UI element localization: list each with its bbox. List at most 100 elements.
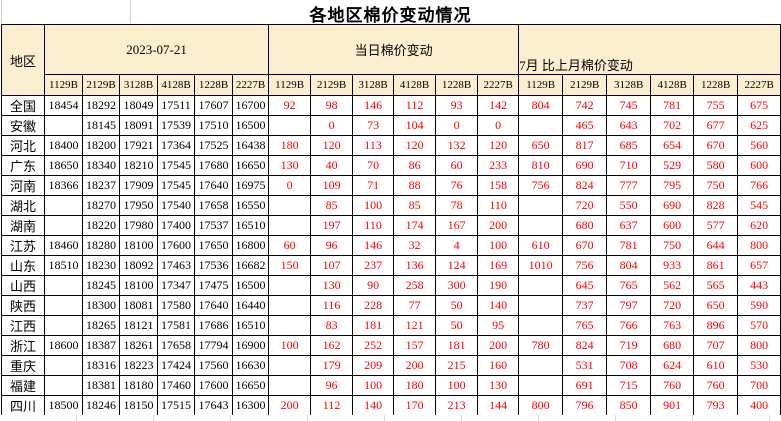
region-cell: 江苏: [1, 235, 45, 256]
monthly-change-cell: 690: [650, 195, 695, 216]
region-cell: 山西: [1, 275, 45, 296]
daily-change-cell: 130: [268, 155, 312, 176]
daily-change-cell: [268, 315, 312, 336]
daily-change-cell: 85: [393, 195, 437, 216]
monthly-change-cell: [518, 295, 564, 316]
table-body: 全国 18454 18292 18049 17511 17607 16700 92 98 146 1…: [1, 95, 781, 421]
monthly-change-cell: 824: [562, 175, 608, 196]
daily-change-cell: 215: [435, 355, 479, 376]
daily-change-cell: 160: [477, 355, 520, 376]
monthly-change-cell: 742: [562, 95, 608, 116]
monthly-change-cell: 443: [737, 275, 781, 296]
grade-header: 2227B: [737, 74, 781, 96]
monthly-change-cell: 610: [518, 235, 564, 256]
price-cell: 17539: [157, 115, 195, 136]
daily-change-cell: 300: [435, 275, 479, 296]
monthly-change-cell: 645: [562, 275, 608, 296]
monthly-change-cell: 680: [562, 215, 608, 236]
monthly-change-cell: 810: [518, 155, 564, 176]
monthly-change-cell: 766: [606, 315, 652, 336]
daily-change-cell: 140: [352, 395, 395, 416]
price-cell: 16800: [231, 235, 270, 256]
daily-change-cell: 109: [310, 175, 354, 196]
daily-change-cell: 130: [477, 375, 520, 396]
monthly-change-cell: 590: [737, 295, 781, 316]
grade-header: 1129B: [268, 74, 312, 96]
daily-change-cell: 70: [352, 155, 395, 176]
daily-change-cell: 180: [268, 135, 312, 156]
price-cell: [44, 295, 83, 316]
group-header-daily-change: 当日棉价变动: [268, 24, 520, 75]
monthly-change-cell: 933: [650, 255, 695, 276]
price-cell: 17643: [194, 395, 233, 416]
daily-change-cell: 158: [477, 175, 520, 196]
price-cell: 17686: [194, 315, 233, 336]
table-row: 陕西 18300 18081 17580 17640 16440 116 228 77 50 140…: [1, 295, 781, 316]
price-cell: 17545: [157, 155, 195, 176]
daily-change-cell: 132: [435, 135, 479, 156]
daily-change-cell: 100: [352, 375, 395, 396]
table-row: 广东 18650 18340 18210 17545 17680 16650 130 40 70 8…: [1, 155, 781, 176]
monthly-change-cell: 755: [693, 95, 739, 116]
price-cell: 17658: [194, 195, 233, 216]
monthly-change-cell: 580: [693, 155, 739, 176]
price-cell: 16682: [231, 255, 270, 276]
daily-change-cell: 98: [310, 95, 354, 116]
monthly-change-cell: 707: [693, 335, 739, 356]
monthly-change-cell: [518, 355, 564, 376]
grade-header: 3128B: [606, 74, 652, 96]
excel-gridline: [1, 0, 2, 23]
group-header-monthly-change: 7月 比上月棉价变动: [518, 24, 781, 75]
price-cell: 17536: [194, 255, 233, 276]
daily-change-cell: 142: [477, 95, 520, 116]
daily-change-cell: 258: [393, 275, 437, 296]
price-cell: 17650: [194, 235, 233, 256]
monthly-change-cell: 777: [606, 175, 652, 196]
daily-change-cell: 100: [477, 235, 520, 256]
daily-change-cell: 252: [352, 335, 395, 356]
daily-change-cell: 100: [352, 195, 395, 216]
monthly-change-cell: 702: [650, 115, 695, 136]
grade-header: 2227B: [477, 74, 520, 96]
daily-change-cell: 120: [393, 135, 437, 156]
region-cell: 湖北: [1, 195, 45, 216]
region-cell: 山东: [1, 255, 45, 276]
grade-header-row: 1129B 2129B 3128B 4128B 1228B 2227B 1129B 2129B…: [2, 74, 781, 96]
grade-header: 2129B: [310, 74, 354, 96]
price-cell: 17581: [157, 315, 195, 336]
daily-change-cell: 180: [393, 375, 437, 396]
monthly-change-cell: 817: [562, 135, 608, 156]
monthly-change-cell: 720: [562, 195, 608, 216]
daily-change-cell: [268, 215, 312, 236]
monthly-change-cell: [518, 195, 564, 216]
monthly-change-cell: 804: [518, 95, 564, 116]
price-cell: 17545: [157, 175, 195, 196]
monthly-change-cell: 737: [562, 295, 608, 316]
price-cell: 16900: [231, 335, 270, 356]
monthly-change-cell: 610: [693, 355, 739, 376]
daily-change-cell: 124: [435, 255, 479, 276]
region-cell: 湖南: [1, 215, 45, 236]
daily-change-cell: 146: [352, 95, 395, 116]
monthly-change-cell: 657: [737, 255, 781, 276]
price-cell: 17424: [157, 355, 195, 376]
daily-change-cell: 197: [310, 215, 354, 236]
region-column-header: 地区: [1, 24, 45, 96]
daily-change-cell: [268, 195, 312, 216]
price-cell: 17909: [119, 175, 158, 196]
price-cell: 17921: [119, 135, 158, 156]
price-cell: 17640: [194, 175, 233, 196]
daily-change-cell: 60: [268, 235, 312, 256]
daily-change-cell: 200: [268, 395, 312, 416]
price-cell: 18210: [119, 155, 158, 176]
price-cell: 17463: [157, 255, 195, 276]
monthly-change-cell: 710: [606, 155, 652, 176]
cotton-price-table: 地区 2023-07-21 当日棉价变动 7月 比上月棉价变动 1129B 212…: [1, 24, 781, 421]
region-cell: 广东: [1, 155, 45, 176]
monthly-change-cell: 685: [606, 135, 652, 156]
daily-change-cell: 233: [477, 155, 520, 176]
price-cell: 16438: [231, 135, 270, 156]
daily-change-cell: 110: [352, 215, 395, 236]
price-cell: 18150: [119, 395, 158, 416]
daily-change-cell: 169: [477, 255, 520, 276]
